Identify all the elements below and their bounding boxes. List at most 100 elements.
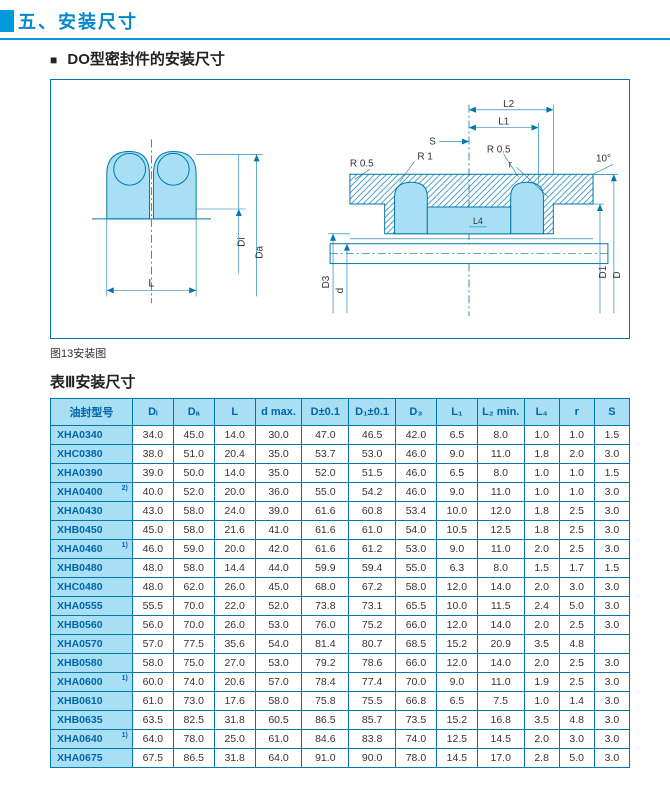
data-cell: 12.0 — [477, 502, 524, 521]
data-cell: 70.0 — [173, 597, 214, 616]
data-cell: 77.4 — [349, 673, 396, 692]
data-cell: 68.0 — [302, 578, 349, 597]
data-cell: 3.0 — [594, 540, 629, 559]
table-row: XHB063563.582.531.860.586.585.773.515.21… — [51, 711, 630, 730]
data-cell: 2.0 — [524, 578, 559, 597]
col-header: L₄ — [524, 399, 559, 426]
data-cell: 78.6 — [349, 654, 396, 673]
data-cell: 75.2 — [349, 616, 396, 635]
data-cell: 27.0 — [214, 654, 255, 673]
data-cell: 11.0 — [477, 673, 524, 692]
data-cell: 53.7 — [302, 445, 349, 464]
data-cell: 60.5 — [255, 711, 302, 730]
data-cell: 1.0 — [524, 483, 559, 502]
col-header: L₂ min. — [477, 399, 524, 426]
data-cell: 3.0 — [594, 502, 629, 521]
data-cell: 3.5 — [524, 711, 559, 730]
data-cell: 31.8 — [214, 749, 255, 768]
data-cell: 86.5 — [302, 711, 349, 730]
table-row: XHA067567.586.531.864.091.090.078.014.51… — [51, 749, 630, 768]
data-cell: 4.8 — [559, 635, 594, 654]
svg-text:r: r — [509, 159, 513, 170]
data-cell: 11.0 — [477, 483, 524, 502]
data-cell: 10.0 — [436, 597, 477, 616]
data-cell: 86.5 — [173, 749, 214, 768]
svg-text:R 1: R 1 — [417, 151, 433, 162]
section-title: 五、安装尺寸 — [18, 8, 138, 34]
data-cell: 83.8 — [349, 730, 396, 749]
data-cell: 46.0 — [132, 540, 173, 559]
svg-text:d: d — [335, 288, 346, 294]
data-cell: 39.0 — [132, 464, 173, 483]
model-cell: XHA04601) — [51, 540, 133, 559]
square-bullet-icon: ■ — [50, 53, 57, 67]
data-cell: 36.0 — [255, 483, 302, 502]
svg-text:10°: 10° — [596, 153, 611, 164]
model-cell: XHB0580 — [51, 654, 133, 673]
data-cell: 82.5 — [173, 711, 214, 730]
data-cell: 3.0 — [594, 654, 629, 673]
svg-text:D3: D3 — [321, 275, 332, 288]
data-cell: 16.8 — [477, 711, 524, 730]
data-cell: 59.0 — [173, 540, 214, 559]
data-cell: 35.0 — [255, 445, 302, 464]
data-cell: 26.0 — [214, 578, 255, 597]
model-cell: XHA0555 — [51, 597, 133, 616]
data-cell: 2.0 — [559, 445, 594, 464]
data-cell: 2.5 — [559, 502, 594, 521]
table-row: XHB045045.058.021.641.061.661.054.010.51… — [51, 521, 630, 540]
data-cell: 26.0 — [214, 616, 255, 635]
data-cell: 48.0 — [132, 578, 173, 597]
data-cell: 74.0 — [395, 730, 436, 749]
data-cell: 20.4 — [214, 445, 255, 464]
data-cell: 2.5 — [559, 521, 594, 540]
data-cell: 52.0 — [173, 483, 214, 502]
svg-text:L1: L1 — [498, 117, 510, 128]
svg-text:R 0.5: R 0.5 — [487, 144, 511, 155]
data-cell: 14.0 — [214, 426, 255, 445]
data-cell: 12.5 — [436, 730, 477, 749]
data-cell: 5.0 — [559, 597, 594, 616]
data-cell: 21.6 — [214, 521, 255, 540]
model-cell: XHC0380 — [51, 445, 133, 464]
data-cell: 64.0 — [255, 749, 302, 768]
col-header: 油封型号 — [51, 399, 133, 426]
svg-text:S: S — [429, 137, 436, 148]
svg-text:Da: Da — [255, 245, 266, 258]
data-cell: 42.0 — [255, 540, 302, 559]
data-cell: 53.0 — [395, 540, 436, 559]
data-cell: 8.0 — [477, 559, 524, 578]
data-cell: 35.0 — [255, 464, 302, 483]
data-cell: 58.0 — [132, 654, 173, 673]
data-cell: 3.0 — [594, 616, 629, 635]
data-cell: 8.0 — [477, 426, 524, 445]
svg-text:L2: L2 — [503, 99, 515, 110]
col-header: d max. — [255, 399, 302, 426]
svg-text:R 0.5: R 0.5 — [350, 158, 374, 169]
svg-text:L4: L4 — [473, 216, 483, 226]
data-cell: 60.0 — [132, 673, 173, 692]
data-cell: 25.0 — [214, 730, 255, 749]
data-cell: 66.8 — [395, 692, 436, 711]
data-cell: 1.5 — [594, 464, 629, 483]
data-cell: 6.3 — [436, 559, 477, 578]
data-cell: 6.5 — [436, 692, 477, 711]
data-cell: 91.0 — [302, 749, 349, 768]
data-cell: 1.4 — [559, 692, 594, 711]
data-cell: 1.0 — [524, 692, 559, 711]
data-cell: 46.0 — [395, 464, 436, 483]
data-cell: 20.6 — [214, 673, 255, 692]
table-row: XHB061061.073.017.658.075.875.566.86.57.… — [51, 692, 630, 711]
data-cell: 11.0 — [477, 540, 524, 559]
data-cell: 61.0 — [349, 521, 396, 540]
table-row: XHA06001)60.074.020.657.078.477.470.09.0… — [51, 673, 630, 692]
data-cell: 11.5 — [477, 597, 524, 616]
data-cell: 75.0 — [173, 654, 214, 673]
spec-table: 油封型号DᵢDₐLd max.D±0.1D₁±0.1D₃L₁L₂ min.L₄r… — [50, 398, 630, 768]
data-cell: 15.2 — [436, 635, 477, 654]
data-cell: 2.5 — [559, 673, 594, 692]
data-cell: 4.8 — [559, 711, 594, 730]
col-header: S — [594, 399, 629, 426]
data-cell: 58.0 — [173, 521, 214, 540]
table-row: XHA043043.058.024.039.061.660.853.410.01… — [51, 502, 630, 521]
